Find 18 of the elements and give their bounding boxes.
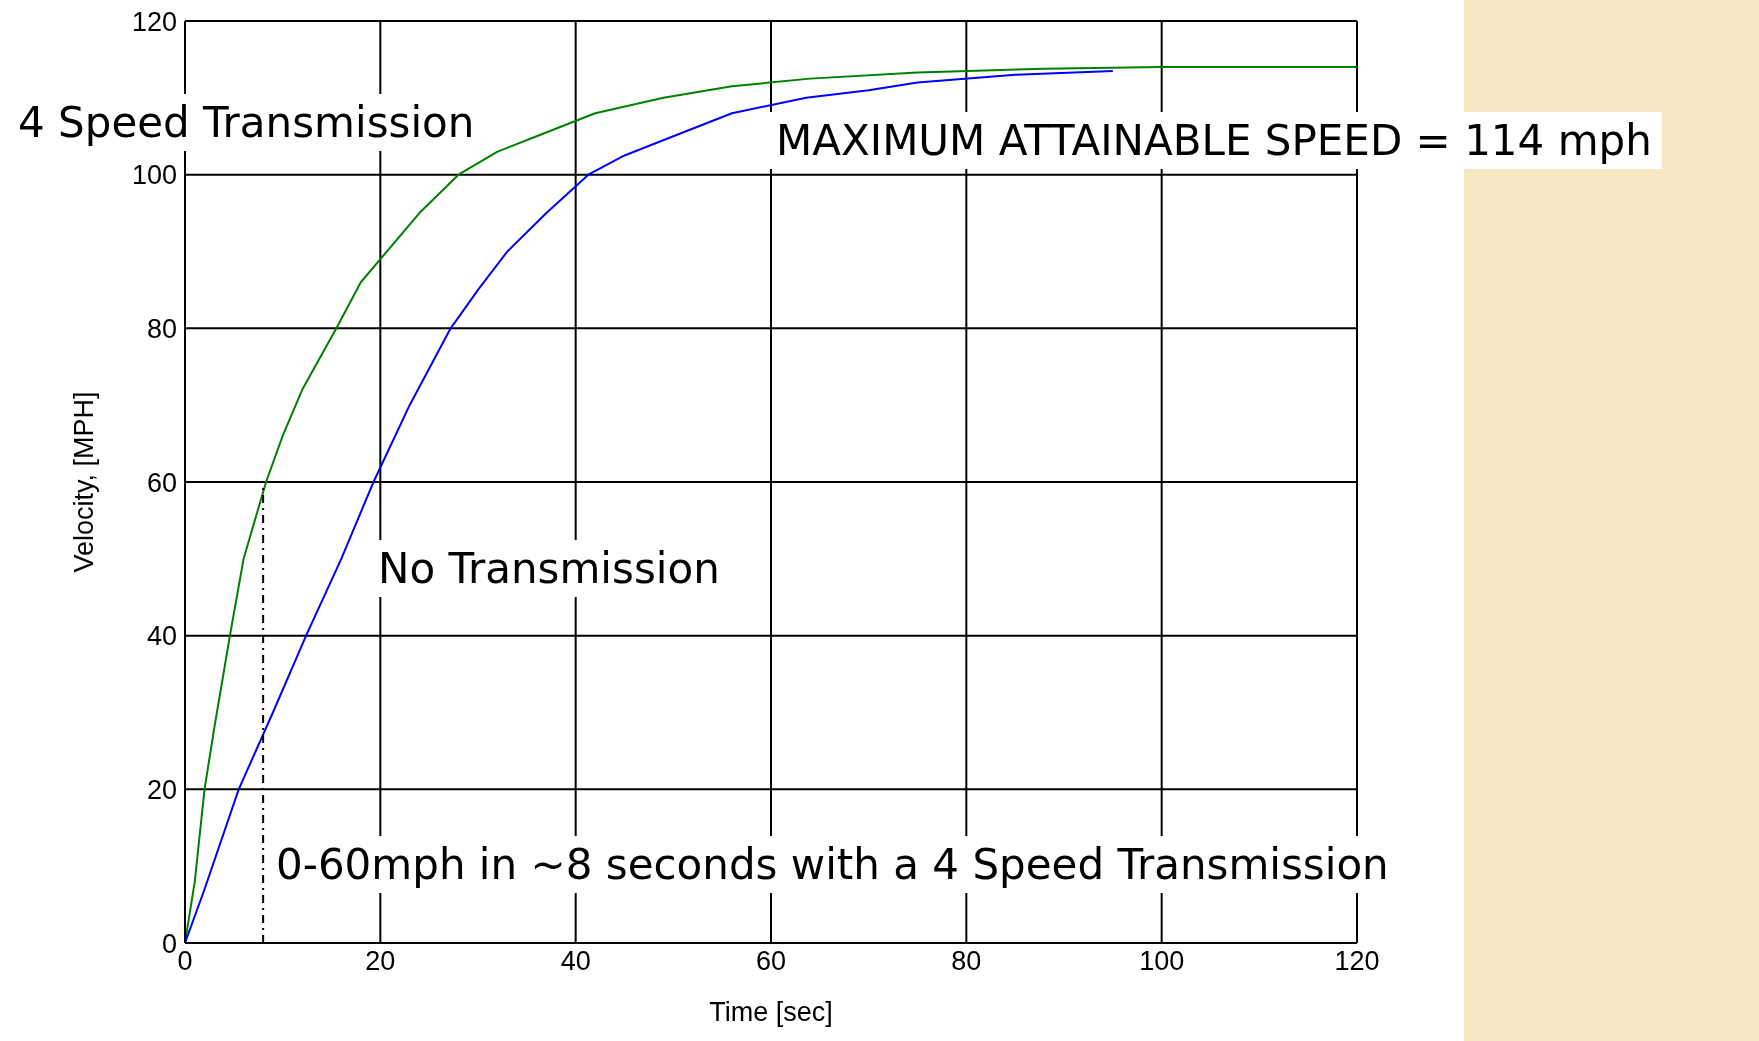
- x-tick-label: 120: [1334, 946, 1380, 977]
- y-tick-label: 80: [146, 313, 177, 344]
- y-tick-label: 40: [146, 621, 177, 652]
- x-tick-label: 60: [755, 946, 787, 977]
- y-tick-label: 20: [146, 774, 177, 805]
- x-axis-title: Time [sec]: [709, 997, 833, 1027]
- x-tick-label: 100: [1139, 946, 1185, 977]
- annotation: MAXIMUM ATTAINABLE SPEED = 114 mph: [766, 112, 1662, 169]
- y-tick-label: 120: [131, 6, 177, 37]
- annotation: 0-60mph in ~8 seconds with a 4 Speed Transmission: [266, 836, 1399, 893]
- y-tick-label: 60: [146, 467, 177, 498]
- y-tick-label: 100: [131, 160, 177, 191]
- x-tick-label: 80: [951, 946, 982, 977]
- series-label: No Transmission: [368, 540, 730, 597]
- y-axis-title: Velocity, [MPH]: [68, 391, 99, 573]
- series-label: 4 Speed Transmission: [8, 94, 485, 151]
- x-tick-label: 40: [560, 946, 591, 977]
- x-tick-label: 20: [365, 946, 396, 977]
